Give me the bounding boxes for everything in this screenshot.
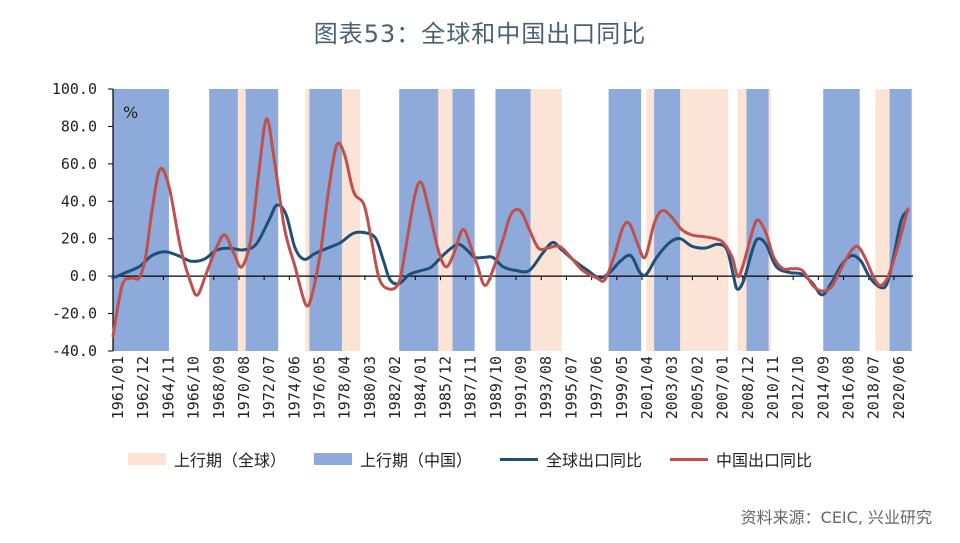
y-tick-label: 0.0	[70, 267, 97, 285]
x-tick-label: 1982/02	[386, 356, 404, 419]
axis-labels: 100.0 80.0 60.0 40.0 20.0 0.0 -20.0 -40.0% 1961/…	[52, 80, 908, 419]
legend-item-china-line: 中国出口同比	[670, 447, 812, 471]
legend-label-global-band: 上行期（全球）	[174, 451, 287, 470]
x-tick-label: 2008/12	[739, 356, 757, 419]
x-tick-label: 2010/11	[764, 356, 782, 419]
x-tick-label: 1995/07	[562, 356, 580, 419]
x-tick-label: 1980/03	[361, 356, 379, 419]
x-tick-label: 1962/12	[134, 356, 152, 419]
china-export-yoy-line	[111, 117, 910, 338]
band-china-upswing-1	[209, 89, 238, 351]
y-tick-label: 60.0	[61, 155, 97, 173]
band-china-upswing-8	[654, 89, 681, 351]
legend-item-china-upswing: 上行期（中国）	[314, 447, 472, 471]
x-tick-label: 1978/04	[336, 356, 354, 419]
x-tick-label: 1974/06	[285, 356, 303, 419]
y-tick-label: 40.0	[61, 192, 97, 210]
legend-item-global-upswing: 上行期（全球）	[128, 447, 286, 471]
x-tick-label: 1991/09	[512, 356, 530, 419]
legend: 上行期（全球） 上行期（中国） 全球出口同比 中国出口同比	[128, 446, 928, 472]
y-tick-label: 20.0	[61, 230, 97, 248]
y-tick-label: 100.0	[52, 80, 97, 98]
legend-swatch-global-line	[500, 457, 539, 461]
legend-swatch-china-line	[670, 457, 709, 461]
x-tick-label: 1999/05	[613, 356, 631, 419]
legend-label-china-band: 上行期（中国）	[360, 451, 473, 470]
series-lines	[111, 117, 910, 338]
legend-swatch-china-band	[314, 453, 353, 465]
band-china-upswing-5	[452, 89, 475, 351]
source-note: 资料来源：CEIC, 兴业研究	[740, 508, 932, 527]
x-tick-label: 1989/10	[487, 356, 505, 419]
x-tick-label: 2001/04	[638, 356, 656, 419]
y-tick-label: 80.0	[61, 117, 97, 135]
x-tick-label: 2005/02	[688, 356, 706, 419]
x-tick-label: 2012/10	[789, 356, 807, 419]
x-tick-label: 1961/01	[109, 356, 127, 419]
band-china-upswing-0	[113, 89, 169, 351]
legend-item-global-line: 全球出口同比	[500, 447, 642, 471]
legend-label-global-line: 全球出口同比	[546, 451, 643, 470]
x-tick-label: 1985/12	[436, 356, 454, 419]
x-tick-label: 1968/09	[210, 356, 228, 419]
x-tick-label: 1984/01	[411, 356, 429, 419]
upswing-bands	[113, 89, 912, 351]
x-tick-label: 1976/05	[311, 356, 329, 419]
x-tick-label: 2003/03	[663, 356, 681, 419]
x-tick-label: 1972/07	[260, 356, 278, 419]
x-tick-label: 2007/01	[714, 356, 732, 419]
legend-label-china-line: 中国出口同比	[716, 451, 813, 470]
x-tick-label: 1993/08	[537, 356, 555, 419]
x-tick-label: 1964/11	[159, 356, 177, 419]
x-tick-label: 1997/06	[588, 356, 606, 419]
x-tick-label: 2018/07	[865, 356, 883, 419]
x-tick-label: 1987/11	[462, 356, 480, 419]
band-china-upswing-2	[245, 89, 279, 351]
band-global-upswing-11	[677, 89, 707, 351]
band-global-upswing-4	[339, 89, 361, 351]
x-tick-label: 1966/10	[185, 356, 203, 419]
band-china-upswing-7	[608, 89, 642, 351]
band-global-upswing-12	[706, 89, 729, 351]
band-global-upswing-8	[530, 89, 562, 351]
y-tick-label: -40.0	[52, 342, 97, 360]
y-tick-label: -20.0	[52, 305, 97, 323]
band-china-upswing-10	[823, 89, 860, 351]
x-tick-label: 2020/06	[890, 356, 908, 419]
unit-label: %	[123, 103, 138, 122]
x-tick-label: 2014/09	[814, 356, 832, 419]
global-export-yoy-line	[111, 203, 910, 297]
chart-title: 图表53：全球和中国出口同比	[313, 20, 647, 48]
legend-swatch-global-band	[128, 453, 166, 465]
x-tick-label: 2016/08	[840, 356, 858, 419]
x-tick-label: 1970/08	[235, 356, 253, 419]
